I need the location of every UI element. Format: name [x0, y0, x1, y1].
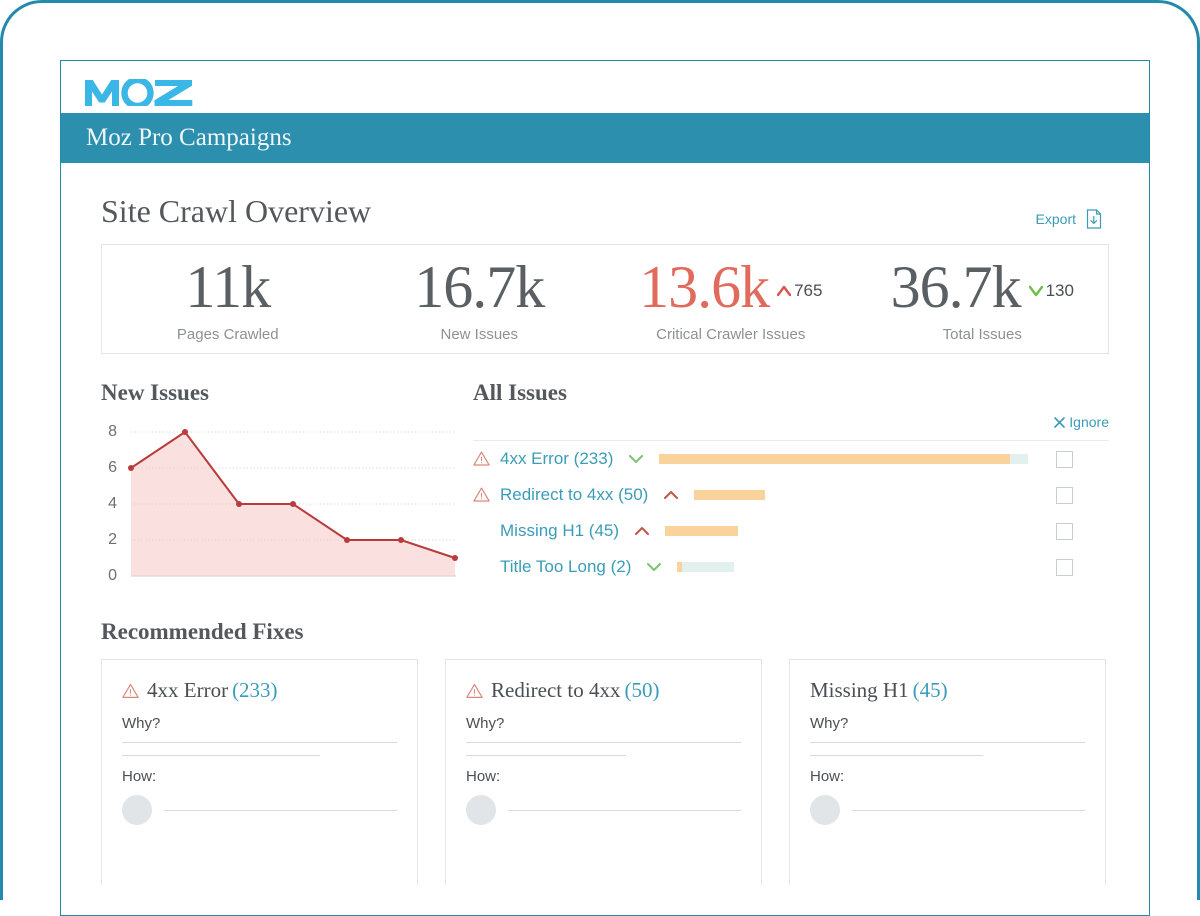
svg-text:8: 8 [108, 423, 117, 440]
svg-text:0: 0 [108, 567, 117, 584]
svg-text:2: 2 [108, 531, 117, 548]
svg-text:4: 4 [108, 495, 117, 512]
svg-text:6: 6 [108, 459, 117, 476]
